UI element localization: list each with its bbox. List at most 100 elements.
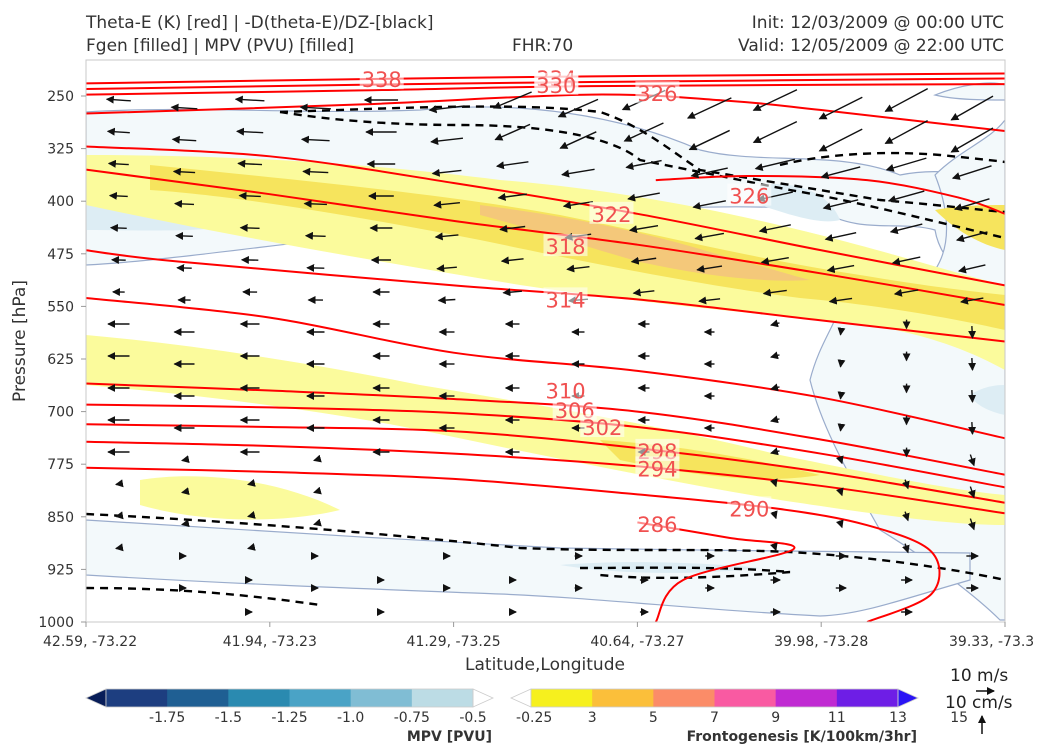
theta-e-labels: 3383343303263263223183143103063022982942… xyxy=(359,65,772,537)
wind-vector xyxy=(239,223,260,232)
wind-vector xyxy=(837,423,846,432)
wind-vector xyxy=(826,264,855,274)
wind-vector xyxy=(105,95,131,104)
wind-vector xyxy=(950,95,994,121)
wind-vector xyxy=(109,223,127,232)
theta-e-contour-322 xyxy=(86,145,1005,287)
mpv-colorbar-extend-low xyxy=(85,688,107,708)
theta-e-contour-286 xyxy=(637,521,796,622)
fgen-colorbar-label: Frontogenesis [K/100km/3hr] xyxy=(687,729,917,745)
wind-vector xyxy=(625,159,662,171)
wind-vector xyxy=(313,454,322,463)
wind-vector xyxy=(115,511,124,520)
wind-vector xyxy=(835,455,844,465)
y-tick-label: 250 xyxy=(47,89,74,105)
theta-e-contour-338 xyxy=(86,72,1005,85)
theta-e-contour-330 xyxy=(86,83,1005,96)
fgen-colorbar-extend-high xyxy=(897,688,919,708)
theta-e-label-bg xyxy=(359,67,404,90)
y-tick-label: 475 xyxy=(47,247,74,263)
wind-vector xyxy=(837,327,846,336)
dthetae-contour xyxy=(779,151,1005,167)
wind-vector xyxy=(234,95,265,104)
fgen-colorbar-swatch xyxy=(775,689,838,707)
theta-e-label-318: 318 xyxy=(546,235,586,259)
wind-vector xyxy=(562,201,593,210)
wind-vector xyxy=(770,383,780,392)
mpv-colorbar-extend-high xyxy=(472,688,494,708)
fgen-colorbar-swatch xyxy=(714,689,777,707)
mpv-colorbar-swatch xyxy=(411,689,474,707)
theta-e-label-314: 314 xyxy=(546,288,586,312)
theta-e-label-bg xyxy=(635,81,680,104)
wind-vector xyxy=(434,232,459,241)
wind-vector xyxy=(835,487,844,497)
wind-vector xyxy=(106,127,130,136)
wind-vector xyxy=(236,127,264,136)
mpv-colorbar-outline xyxy=(105,688,474,708)
y-axis-ticks: 250 325 400 475 550 625 700 775 850 925 1000 xyxy=(38,89,86,631)
wind-vector xyxy=(497,192,527,201)
forecast-hour: FHR:70 xyxy=(512,36,574,56)
wind-vector xyxy=(754,158,795,171)
plot-frame xyxy=(85,59,1006,623)
y-axis-label: Pressure [hPa] xyxy=(10,280,30,402)
mpv-colorbar-swatch xyxy=(106,689,168,707)
mpv-colorbar-tick-label: -1.75 xyxy=(149,710,185,726)
wind-vector xyxy=(107,159,129,168)
mpv-colorbar-swatch xyxy=(167,689,229,707)
theta-e-label-322: 322 xyxy=(591,203,631,227)
wind-vector xyxy=(108,191,128,200)
wind-vector xyxy=(686,97,732,119)
wind-vector xyxy=(115,479,124,488)
wind-vector xyxy=(770,351,780,360)
wind-vector xyxy=(502,288,523,297)
wind-vector xyxy=(887,190,925,203)
mpv-colorbar-tick-label: -0.75 xyxy=(394,710,430,726)
wind-vector xyxy=(901,511,910,522)
dthetae-contour xyxy=(279,105,1005,214)
theta-e-contour-334 xyxy=(86,77,1005,90)
wind-vector xyxy=(172,167,196,176)
wind-vector xyxy=(431,168,462,177)
wind-vector xyxy=(181,487,190,496)
wind-vector xyxy=(770,319,780,328)
wind-vector xyxy=(694,232,725,242)
wind-vector xyxy=(891,256,921,266)
y-tick-label: 850 xyxy=(47,510,74,526)
y-tick-label: 550 xyxy=(47,299,74,315)
dthetae-dz-contours xyxy=(86,105,1005,607)
theta-e-label-bg xyxy=(727,496,772,519)
wind-vector xyxy=(968,358,977,371)
wind-vector xyxy=(247,542,256,551)
wind-vector xyxy=(628,224,659,234)
theta-e-label-bg xyxy=(543,234,588,257)
wind-vector xyxy=(960,296,984,305)
title-line-1: Theta-E (K) [red] | -D(theta-E)/DZ-[blac… xyxy=(86,13,434,33)
y-tick-label: 775 xyxy=(47,457,74,473)
wind-vector xyxy=(818,96,863,120)
wind-vector xyxy=(967,486,976,499)
x-axis-ticks: 42.59, -73.22 41.94, -73.23 41.29, -73.25 4… xyxy=(43,622,1034,650)
y-tick-label: 1000 xyxy=(38,615,74,631)
wind-vector xyxy=(173,199,195,208)
wind-vector xyxy=(692,200,726,210)
mpv-colorbar-tick-label: -1.5 xyxy=(215,710,242,726)
dthetae-contour xyxy=(86,586,321,607)
theta-e-contour-290 xyxy=(86,466,941,622)
x-tick-label: 39.98, -73.28 xyxy=(774,634,868,650)
fgen-colorbar-tick-label: 9 xyxy=(771,710,780,726)
theta-e-label-294: 294 xyxy=(637,457,677,481)
fgen-colorbar-swatch xyxy=(836,689,899,707)
theta-e-label-326: 326 xyxy=(729,185,769,209)
wind-vector xyxy=(824,231,857,242)
fgen-colorbar-tick-label: 5 xyxy=(649,710,658,726)
wind-vector xyxy=(837,391,846,400)
theta-e-label-bg xyxy=(543,378,588,401)
wind-vector xyxy=(837,359,846,368)
theta-e-label-338: 338 xyxy=(362,68,402,92)
theta-e-contour-326 xyxy=(86,93,1005,133)
wind-vector xyxy=(752,120,798,144)
wind-vector xyxy=(828,296,853,305)
theta-e-label-bg xyxy=(543,287,588,310)
